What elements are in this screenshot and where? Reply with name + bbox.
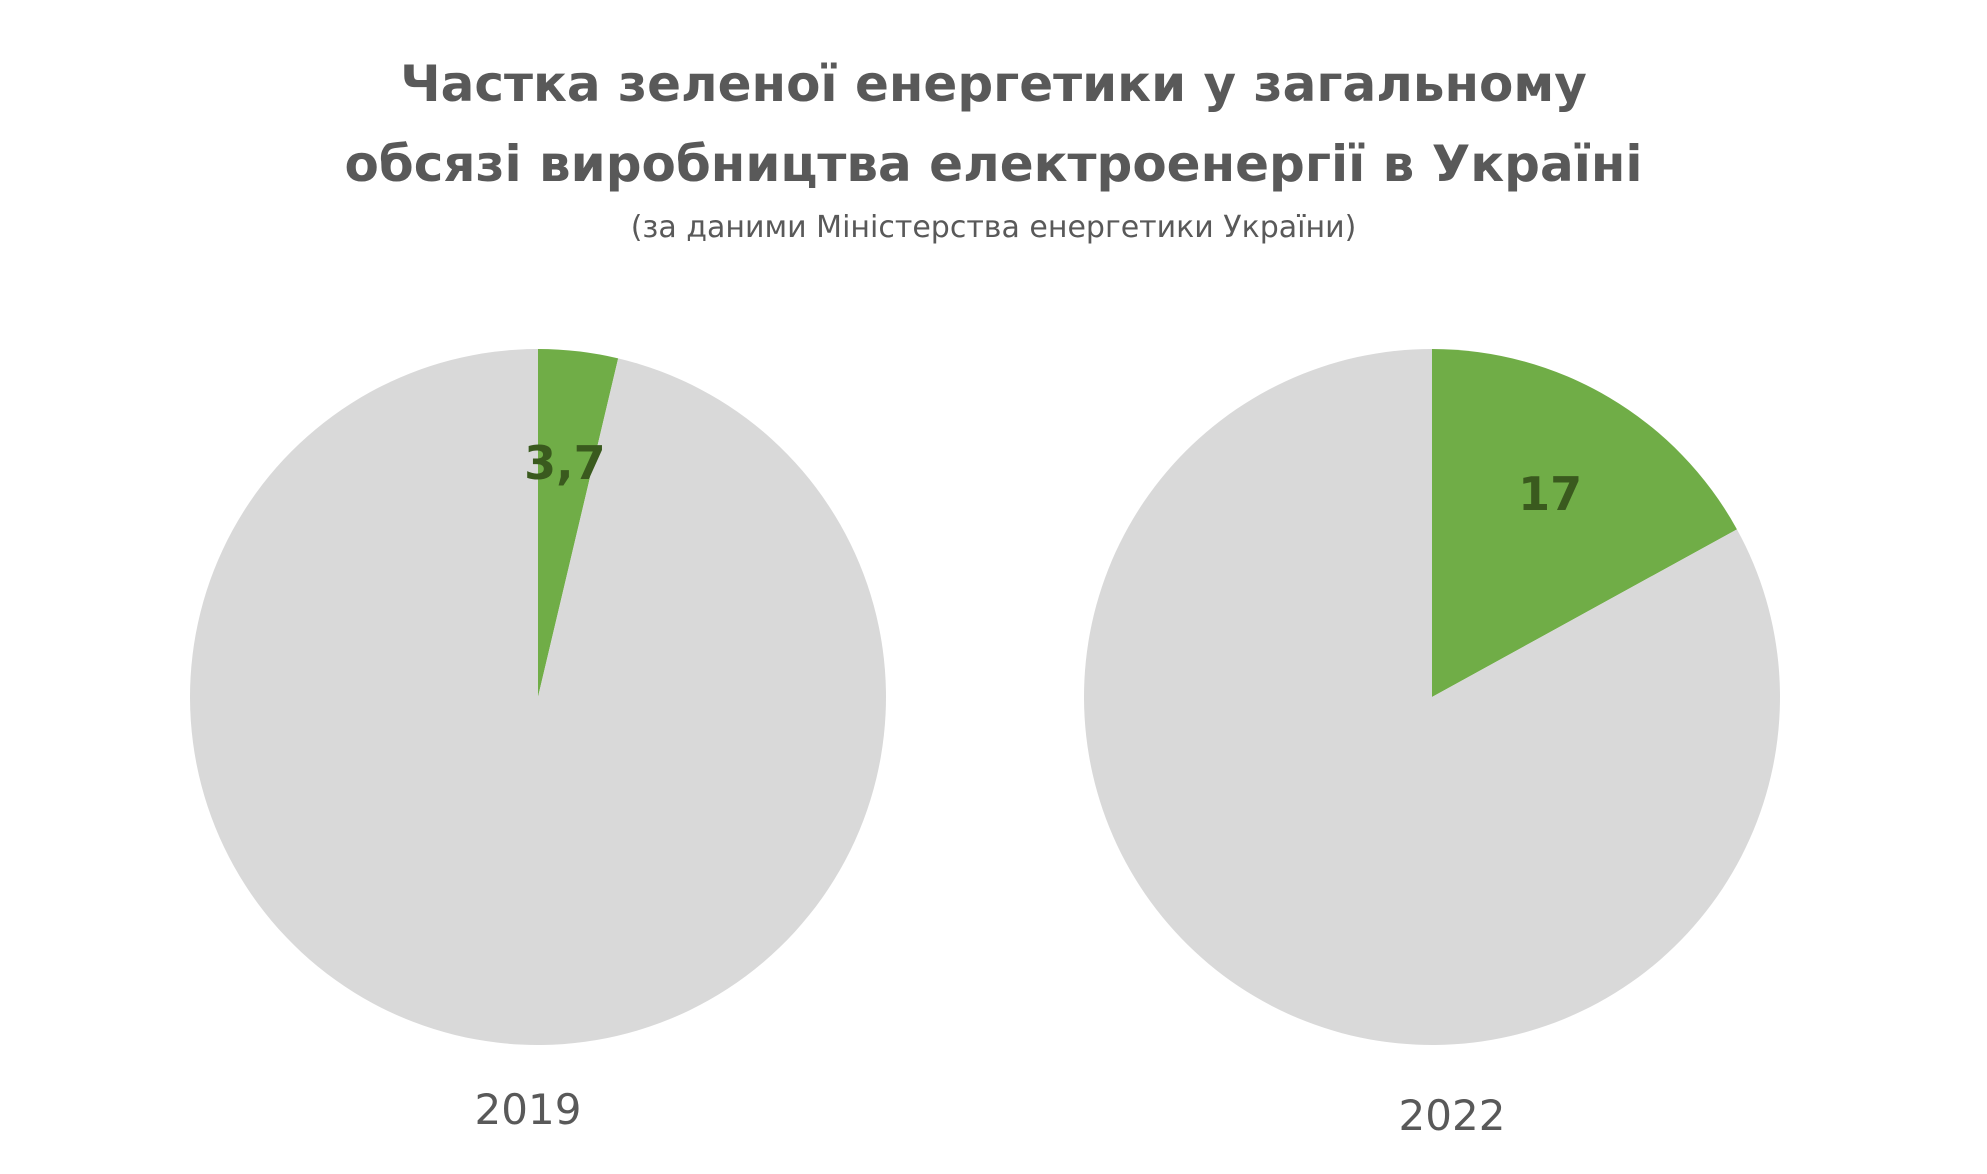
pie-slice-2022-remainder [1084, 349, 1781, 1045]
chart-subtitle: (за даними Міністерства енергетики Украї… [630, 210, 1357, 245]
chart-header: Частка зеленої енергетики у загальному о… [0, 0, 1987, 248]
pie-slice-2019-remainder [189, 349, 886, 1045]
year-label-2022: 2022 [1399, 1091, 1506, 1140]
year-label-2019: 2019 [475, 1085, 582, 1134]
pie-chart-2019: 2019 3,7 [189, 349, 886, 1134]
data-label-2022: 17 [1518, 467, 1582, 521]
chart-title-line-2: обсязі виробництва електроенергії в Укра… [344, 135, 1643, 193]
data-label-2019: 3,7 [524, 436, 606, 490]
pie-chart-2022: 2022 17 [1084, 349, 1781, 1140]
chart-title: Частка зеленої енергетики у загальному о… [0, 0, 1987, 204]
chart-title-line-1: Частка зеленої енергетики у загальному [400, 55, 1587, 113]
pie-slice-2019-green [538, 349, 619, 697]
pie-slice-2022-green [1432, 349, 1737, 697]
